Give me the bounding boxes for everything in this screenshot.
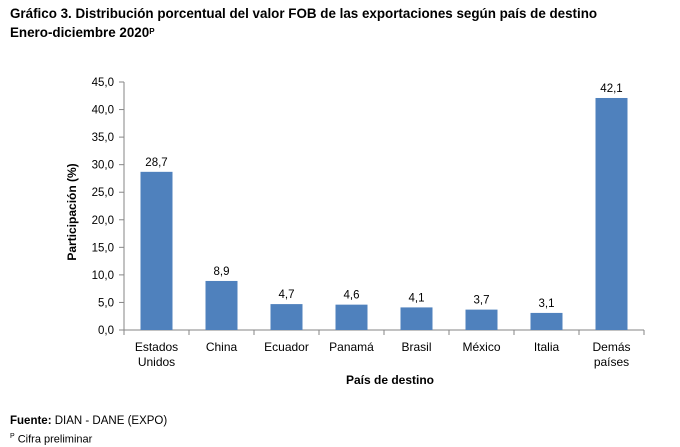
x-category-label: Ecuador	[264, 340, 309, 354]
y-tick-label: 40,0	[92, 105, 114, 117]
bar	[140, 171, 173, 330]
x-category-label: México	[462, 340, 500, 354]
bar-value-label: 4,1	[409, 292, 425, 304]
y-tick-label: 0,0	[98, 325, 114, 337]
x-axis-title: País de destino	[346, 373, 434, 387]
bar	[400, 307, 433, 330]
bar-value-label: 4,6	[344, 290, 360, 302]
bar	[335, 304, 368, 330]
bar-value-label: 28,7	[145, 157, 167, 169]
y-tick-label: 25,0	[92, 187, 114, 199]
title-line-2: Enero-diciembre 2020P	[10, 23, 597, 42]
y-tick-label: 35,0	[92, 132, 114, 144]
y-tick-label: 15,0	[92, 242, 114, 254]
title-line-1: Gráfico 3. Distribución porcentual del v…	[10, 6, 598, 21]
y-tick-label: 45,0	[92, 77, 114, 89]
x-category-label: China	[206, 340, 238, 354]
title-period: Enero-diciembre 2020	[10, 25, 150, 40]
x-category-label: Panamá	[329, 340, 374, 354]
x-category-label: Brasil	[401, 340, 431, 354]
x-category-label: Estados	[135, 340, 178, 354]
y-tick-label: 20,0	[92, 215, 114, 227]
bar	[205, 280, 238, 330]
chart-title: Gráfico 3. Distribución porcentual del v…	[10, 4, 597, 42]
y-tick-label: 30,0	[92, 160, 114, 172]
bar	[465, 309, 498, 330]
bar	[530, 312, 563, 330]
bar-value-label: 42,1	[600, 83, 622, 95]
bar	[270, 304, 303, 330]
note-superscript: P	[10, 433, 15, 440]
x-category-label: Unidos	[138, 355, 175, 369]
x-category-label: países	[594, 355, 629, 369]
bar-value-label: 3,1	[539, 298, 555, 310]
bar-value-label: 8,9	[214, 266, 230, 278]
bar-chart: 0,0 5,0 10,0 15,0 20,0 25,0 30,0 35,0 40,0 45,0 28…	[65, 77, 645, 387]
source-label: Fuente:	[10, 415, 52, 427]
preliminary-note: P Cifra preliminar	[10, 430, 92, 447]
bar	[595, 97, 628, 330]
bar-value-label: 3,7	[474, 295, 490, 307]
note-text: Cifra preliminar	[14, 433, 93, 446]
title-superscript: P	[149, 27, 155, 36]
bar-value-label: 4,7	[279, 289, 295, 301]
x-category-label: Demás	[592, 340, 630, 354]
source-note: Fuente: DIAN - DANE (EXPO)	[10, 414, 167, 429]
y-axis-title: Participación (%)	[65, 163, 79, 260]
y-tick-label: 10,0	[92, 270, 114, 282]
source-text: DIAN - DANE (EXPO)	[51, 415, 168, 427]
y-tick-label: 5,0	[98, 297, 114, 309]
x-category-label: Italia	[534, 340, 560, 354]
